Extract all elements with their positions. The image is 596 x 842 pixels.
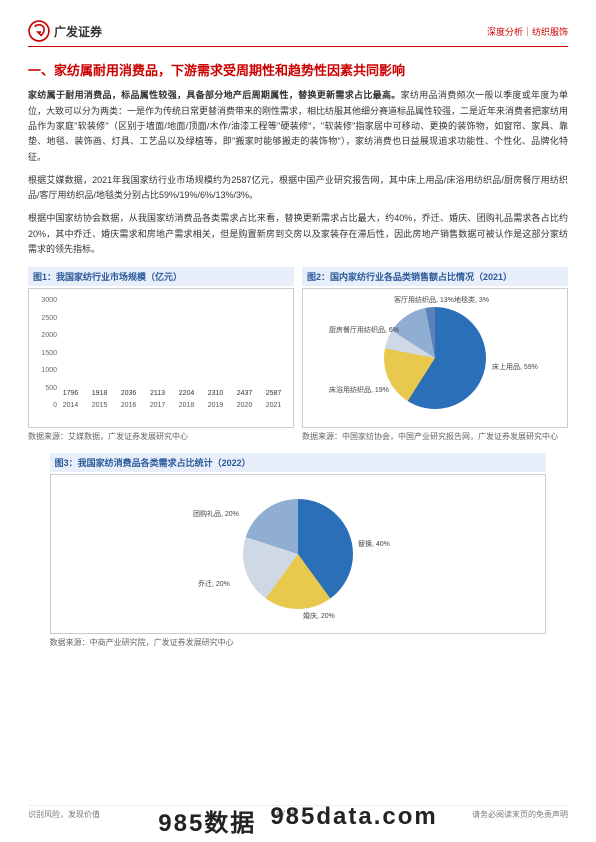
paragraph-1: 家纺属于耐用消费品，标品属性较强，具备部分地产后周期属性，替换更新需求占比最高。… [28, 88, 568, 164]
chart-3-title: 图3：我国家纺消费品各类需求占比统计（2022） [50, 453, 547, 472]
brand-name: 广发证券 [54, 23, 102, 40]
chart-2-pie: 床上用品, 59%床浴用纺织品, 19%厨房餐厅用纺织品, 6%客厅用纺织品, … [384, 307, 486, 409]
chart-1-title: 图1：我国家纺行业市场规模（亿元） [28, 267, 294, 286]
header-category: 深度分析｜纺织服饰 [487, 25, 568, 38]
section-title: 一、家纺属耐用消费品，下游需求受周期性和趋势性因素共同影响 [28, 59, 568, 82]
chart-3-block: 图3：我国家纺消费品各类需求占比统计（2022） 替换, 40%婚庆, 20%乔… [50, 453, 547, 648]
page-header: 广发证券 深度分析｜纺织服饰 [28, 20, 568, 47]
gf-logo-icon [28, 20, 50, 42]
watermark: 985数据985data.com [0, 803, 596, 838]
chart-2-title: 图2：国内家纺行业各品类销售额占比情况（2021） [302, 267, 568, 286]
chart-3-source: 数据来源：中商产业研究院，广发证券发展研究中心 [50, 637, 547, 648]
chart-3-area: 替换, 40%婚庆, 20%乔迁, 20%团购礼品, 20% [50, 474, 547, 634]
paragraph-3: 根据中国家纺协会数据，从我国家纺消费品各类需求占比来看，替换更新需求占比最大，约… [28, 211, 568, 257]
chart-1-yaxis: 300025002000150010005000 [33, 297, 57, 409]
paragraph-2: 根据艾媒数据，2021年我国家纺行业市场规模约为2587亿元，根据中国产业研究报… [28, 173, 568, 204]
chart-1-block: 图1：我国家纺行业市场规模（亿元） 3000250020001500100050… [28, 267, 294, 442]
brand-logo: 广发证券 [28, 20, 102, 42]
chart-1-source: 数据来源：艾媒数据，广发证券发展研究中心 [28, 431, 294, 442]
chart-2-block: 图2：国内家纺行业各品类销售额占比情况（2021） 床上用品, 59%床浴用纺织… [302, 267, 568, 442]
chart-1-area: 300025002000150010005000 179620141918201… [28, 288, 294, 428]
chart-3-pie: 替换, 40%婚庆, 20%乔迁, 20%团购礼品, 20% [243, 499, 353, 609]
chart-1-bars: 1796201419182015203620162113201722042018… [59, 297, 285, 409]
chart-2-source: 数据来源：中国家纺协会，中国产业研究报告网，广发证券发展研究中心 [302, 431, 568, 442]
chart-2-area: 床上用品, 59%床浴用纺织品, 19%厨房餐厅用纺织品, 6%客厅用纺织品, … [302, 288, 568, 428]
